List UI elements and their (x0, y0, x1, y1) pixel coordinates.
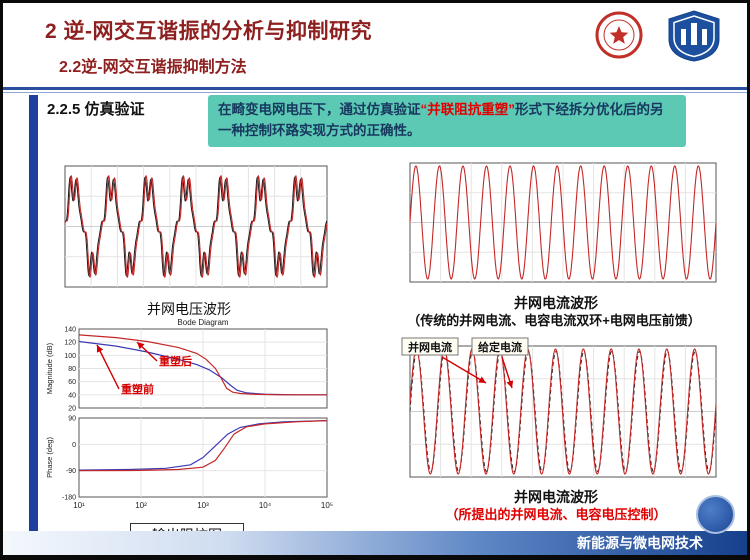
svg-text:120: 120 (64, 340, 76, 347)
svg-text:90: 90 (68, 416, 76, 423)
note-highlight: “并联阻抗重塑” (420, 102, 516, 117)
svg-text:0: 0 (72, 442, 76, 449)
svg-text:Bode Diagram: Bode Diagram (177, 318, 228, 327)
footer-text: 新能源与微电网技术 (577, 535, 703, 551)
svg-text:-180: -180 (62, 495, 76, 502)
page-badge (696, 495, 735, 534)
svg-text:80: 80 (68, 366, 76, 373)
presentation-slide: 2 逆-网交互谐振的分析与抑制研究 2.2逆-网交互谐振抑制方法 2.2.5 仿… (3, 3, 747, 555)
svg-text:并网电流: 并网电流 (408, 340, 452, 354)
svg-text:20: 20 (68, 406, 76, 413)
university-logo-icon (668, 10, 720, 62)
svg-text:Magnitude (dB): Magnitude (dB) (45, 342, 54, 394)
section-heading: 2.2.5 仿真验证 (47, 101, 145, 118)
svg-text:60: 60 (68, 379, 76, 386)
svg-text:10⁵: 10⁵ (321, 501, 333, 510)
svg-text:10¹: 10¹ (73, 501, 85, 510)
proposed-control-note: （所提出的并网电流、电容电压控制） (445, 507, 667, 522)
svg-text:100: 100 (64, 353, 76, 360)
slide-subtitle: 2.2逆-网交互谐振抑制方法 (59, 59, 247, 76)
highlight-note: 在畸变电网电压下，通过仿真验证“并联阻抗重塑”形式下经拆分优化后的另一种控制环路… (208, 95, 686, 147)
current-waveform-caption-proposed: 并网电流波形 (514, 489, 598, 505)
svg-text:Phase (deg): Phase (deg) (45, 437, 54, 478)
svg-text:10²: 10² (135, 501, 147, 510)
grid-current-waveform-chart-proposed: 并网电流 给定电流 (390, 333, 722, 485)
left-accent-bar (29, 95, 38, 531)
grid-voltage-waveform-chart (45, 153, 333, 295)
svg-text:重塑后: 重塑后 (159, 354, 192, 368)
svg-text:重塑前: 重塑前 (121, 382, 154, 396)
footer-bar: 新能源与微电网技术 (3, 531, 747, 555)
svg-text:10⁴: 10⁴ (259, 501, 272, 510)
output-impedance-bode-chart: Bode Diagram 20 40 60 80 100 120 140 Magnitude (… (43, 315, 335, 515)
header-divider-thin (3, 92, 747, 93)
grid-current-waveform-chart-traditional (390, 150, 722, 290)
university-seal-icon (595, 11, 643, 59)
svg-text:140: 140 (64, 327, 76, 334)
note-suffix: 形式下经拆分优化后的另一种控制环路实现方式的正确性。 (218, 102, 664, 138)
voltage-waveform-caption: 并网电压波形 (147, 301, 231, 317)
svg-text:10³: 10³ (197, 501, 209, 510)
traditional-control-note: （传统的并网电流、电容电流双环+电网电压前馈） (407, 313, 701, 328)
current-waveform-caption-traditional: 并网电流波形 (514, 295, 598, 311)
svg-text:40: 40 (68, 392, 76, 399)
svg-text:给定电流: 给定电流 (478, 340, 522, 354)
svg-text:-90: -90 (66, 468, 76, 475)
slide-title: 2 逆-网交互谐振的分析与抑制研究 (45, 20, 373, 43)
header-divider (3, 87, 747, 90)
note-prefix: 在畸变电网电压下，通过仿真验证 (218, 102, 421, 117)
